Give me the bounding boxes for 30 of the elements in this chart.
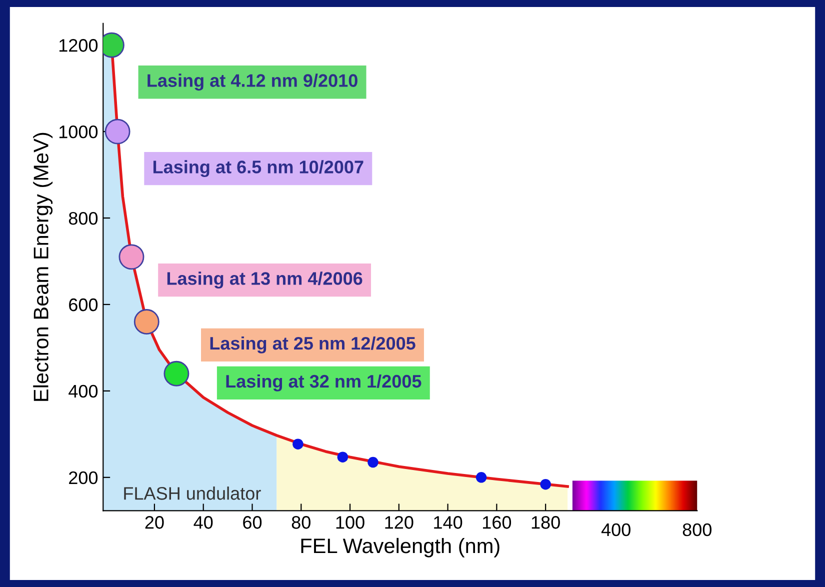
x-tick-label: 40 [194,516,213,529]
text: 400 [601,523,630,536]
annotation: Lasing at 6.5 nm 10/2007 [153,160,364,178]
x-tick-label: 100 [336,516,364,529]
annotation: Lasing at 25 nm 12/2005 [210,336,416,354]
x-axis-title: FEL Wavelength (nm) [301,538,500,558]
x-tick-label: 160 [482,516,512,529]
y-tick-label: 400 [68,384,98,398]
x-tick-label: 140 [434,516,462,529]
y-tick-label: 1000 [59,125,98,138]
point [540,478,551,490]
y-tick-label: 600 [69,298,98,312]
point [368,456,378,468]
y-tick-label: 1200 [59,39,98,52]
x-tick-label: 120 [385,516,414,529]
x-tick-label: 180 [532,516,560,529]
y-tick-label: 800 [68,212,98,225]
point [476,472,487,483]
point [337,452,348,462]
annotation: Lasing at 13 nm 4/2006 [167,272,362,289]
annotation: FLASH undulator [124,486,261,500]
y-tick-label: 200 [69,471,98,484]
annotation: Lasing at 4.12 nm 9/2010 [148,74,358,91]
y-axis-title: Electron Beam Energy (MeV) [33,132,53,401]
annotation: Lasing at 32 nm 1/2005 [226,374,422,392]
x-tick-label: 80 [292,516,310,529]
x-tick-label: 20 [145,516,164,529]
text: 800 [682,523,712,536]
x-tick-label: 60 [243,516,262,529]
point [292,438,304,450]
